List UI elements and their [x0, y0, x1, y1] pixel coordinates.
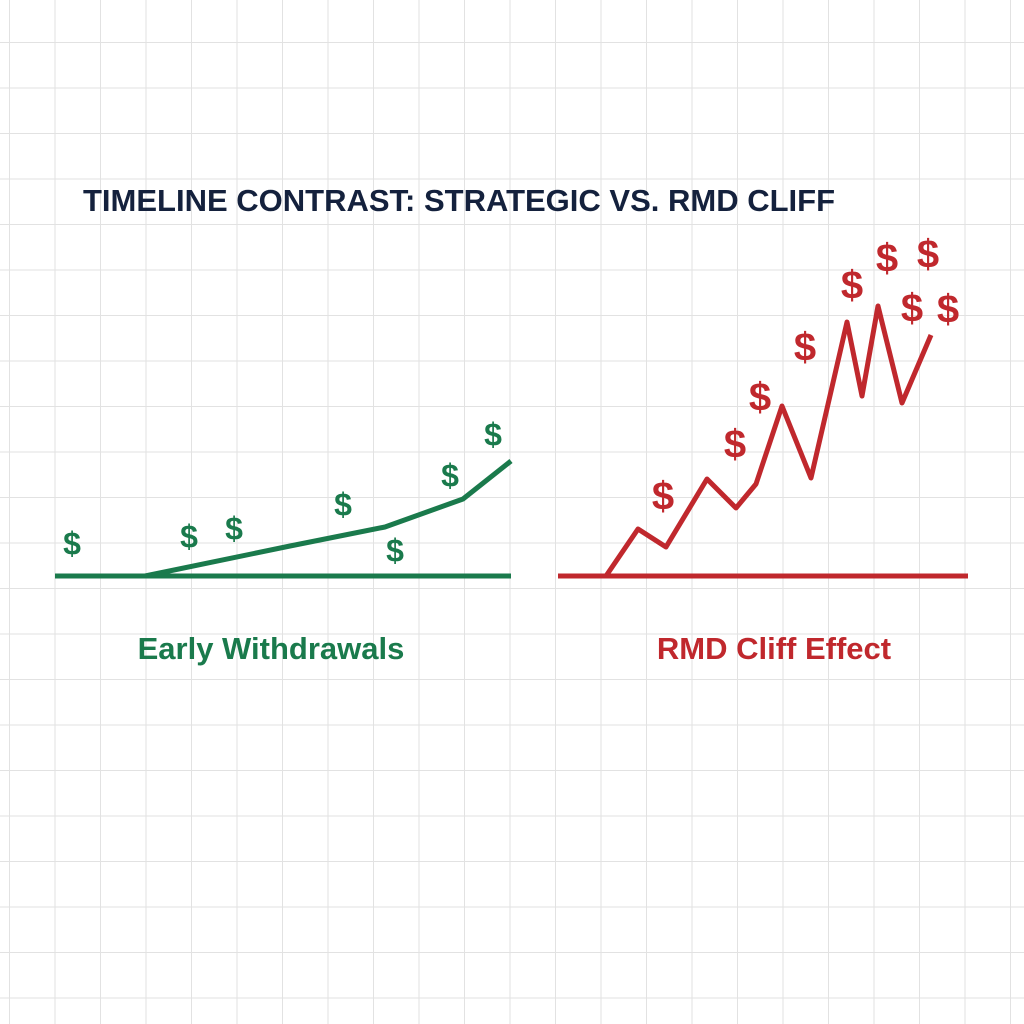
- dollar-sign: $: [724, 423, 746, 467]
- dollar-sign: $: [441, 457, 459, 493]
- trend-line: [144, 459, 513, 579]
- dollar-sign: $: [484, 416, 502, 452]
- panel-label: Early Withdrawals: [138, 631, 405, 666]
- dollar-sign: $: [917, 233, 939, 277]
- dollar-sign: $: [652, 475, 674, 519]
- dollar-sign: $: [901, 287, 923, 331]
- trend-line: [603, 303, 934, 578]
- title: TIMELINE CONTRAST: STRATEGIC VS. RMD CLI…: [83, 183, 835, 218]
- dollar-sign: $: [63, 525, 81, 561]
- dollar-sign: $: [876, 237, 898, 281]
- dollar-sign: $: [841, 264, 863, 308]
- dollar-sign: $: [225, 510, 243, 546]
- rmd-panel: $ $ $ $ $ $ $ $ $ RMD Cliff Effect: [558, 233, 968, 666]
- dollar-sign: $: [794, 326, 816, 370]
- dollar-sign: $: [749, 376, 771, 420]
- dollar-sign: $: [937, 288, 959, 332]
- dollar-sign: $: [180, 518, 198, 554]
- panel-label: RMD Cliff Effect: [657, 631, 891, 666]
- dollar-sign: $: [386, 532, 404, 568]
- strategic-panel: $ $ $ $ $ $ $ Early Withdrawals: [55, 416, 513, 666]
- dollar-sign: $: [334, 486, 352, 522]
